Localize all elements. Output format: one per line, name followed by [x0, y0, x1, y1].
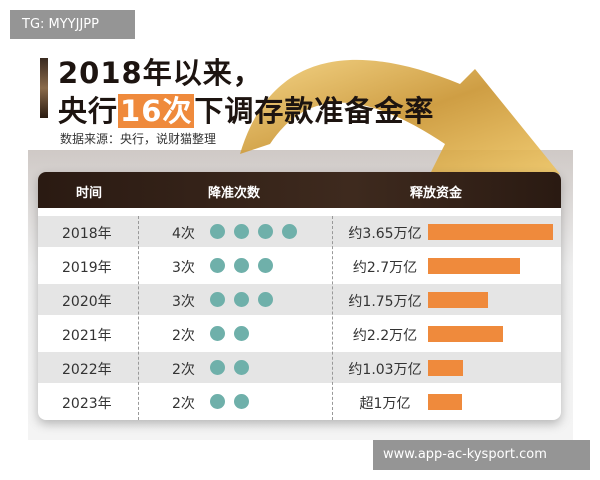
cut-dot: [234, 394, 249, 409]
title-line-1: 2018年以来，: [58, 56, 263, 90]
title-prefix: 央行: [58, 94, 119, 128]
cut-dot: [210, 360, 225, 375]
cut-dot: [210, 292, 225, 307]
cut-dot: [210, 394, 225, 409]
table-row: 2021年 2次 约2.2万亿: [38, 318, 561, 349]
header-time: 时间: [76, 186, 103, 201]
cut-dot: [234, 292, 249, 307]
amount-cell: 约2.2万亿: [352, 328, 418, 344]
cut-dot: [210, 258, 225, 273]
tag-overlay: TG: MYYJJPP: [10, 10, 135, 39]
title-suffix: 下调存款准备金率: [194, 94, 435, 128]
funds-bar: [428, 326, 503, 342]
data-source: 数据来源：央行，说财猫整理: [60, 132, 217, 146]
count-cell: 3次: [172, 294, 195, 310]
amount-cell: 超1万亿: [359, 396, 411, 412]
column-divider: [138, 216, 139, 420]
count-cell: 3次: [172, 260, 195, 276]
funds-bar: [428, 292, 488, 308]
column-divider: [332, 216, 333, 420]
table-row: 2022年 2次 约1.03万亿: [38, 352, 561, 383]
year-cell: 2022年: [62, 362, 112, 378]
title-accent-bar: [40, 58, 48, 118]
funds-bar: [428, 360, 463, 376]
header-count: 降准次数: [208, 186, 261, 201]
cut-dot: [258, 258, 273, 273]
table-header: 时间 降准次数 释放资金: [38, 172, 561, 208]
funds-bar: [428, 258, 520, 274]
count-cell: 2次: [172, 328, 195, 344]
title-highlight: 16次: [118, 94, 195, 128]
amount-cell: 约1.75万亿: [348, 294, 422, 310]
table-row: 2019年 3次 约2.7万亿: [38, 250, 561, 281]
table-row: 2018年 4次 约3.65万亿: [38, 216, 561, 247]
cut-dot: [234, 326, 249, 341]
count-cell: 2次: [172, 396, 195, 412]
table-row: 2023年 2次 超1万亿: [38, 386, 561, 417]
header-funds: 释放资金: [410, 186, 463, 201]
cut-dot: [234, 360, 249, 375]
cut-dot: [210, 326, 225, 341]
funds-bar: [428, 394, 462, 410]
year-cell: 2023年: [62, 396, 112, 412]
amount-cell: 约1.03万亿: [348, 362, 422, 378]
year-cell: 2020年: [62, 294, 112, 310]
rrr-cut-table: 时间 降准次数 释放资金 2018年 4次 约3.65万亿 2019年 3次 约2.…: [38, 172, 561, 420]
count-cell: 2次: [172, 362, 195, 378]
cut-dot: [258, 224, 273, 239]
funds-bar: [428, 224, 553, 240]
cut-dot: [234, 224, 249, 239]
year-cell: 2021年: [62, 328, 112, 344]
cut-dot: [234, 258, 249, 273]
title-line-2: 央行16次下调存款准备金率: [58, 88, 434, 130]
cut-dot: [258, 292, 273, 307]
year-cell: 2019年: [62, 260, 112, 276]
amount-cell: 约3.65万亿: [348, 226, 422, 242]
url-overlay: www.app-ac-kysport.com: [373, 440, 590, 470]
amount-cell: 约2.7万亿: [352, 260, 418, 276]
count-cell: 4次: [172, 226, 195, 242]
year-cell: 2018年: [62, 226, 112, 242]
cut-dot: [210, 224, 225, 239]
table-row: 2020年 3次 约1.75万亿: [38, 284, 561, 315]
cut-dot: [282, 224, 297, 239]
gold-arrow-icon: [240, 59, 560, 174]
